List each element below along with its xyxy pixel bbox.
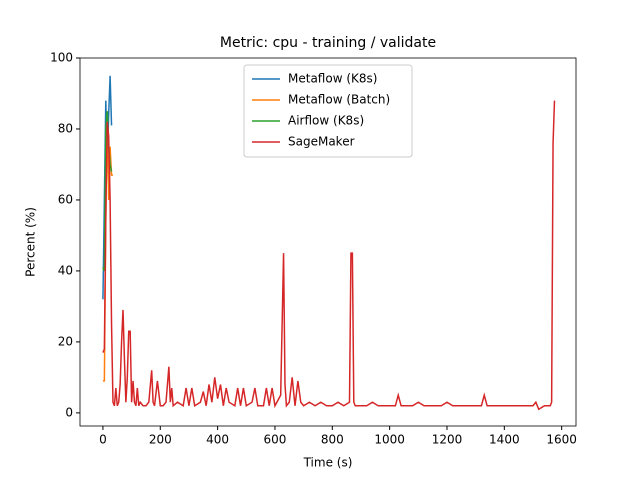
plot-frame <box>79 57 577 427</box>
x-tick-label: 0 <box>99 433 107 447</box>
y-tick-label: 80 <box>58 121 73 135</box>
series-line <box>102 100 556 411</box>
legend-label: Metaflow (K8s) <box>288 72 377 86</box>
legend-label: Metaflow (Batch) <box>288 93 390 107</box>
legend-label: Airflow (K8s) <box>288 114 364 128</box>
x-tick-label: 1600 <box>546 433 577 447</box>
x-tick-label: 600 <box>264 433 287 447</box>
x-axis-label: Time (s) <box>303 456 353 470</box>
y-tick-label: 0 <box>65 405 73 419</box>
y-axis-label: Percent (%) <box>24 207 38 277</box>
x-tick-label: 800 <box>321 433 344 447</box>
y-tick-label: 40 <box>58 263 73 277</box>
legend-box <box>243 64 413 158</box>
y-tick-label: 60 <box>58 192 73 206</box>
x-tick-label: 400 <box>206 433 229 447</box>
y-tick-label: 100 <box>50 51 73 65</box>
x-tick-label: 1400 <box>489 433 520 447</box>
y-tick-label: 20 <box>58 334 73 348</box>
x-tick-label: 1000 <box>374 433 405 447</box>
x-tick-label: 1200 <box>432 433 463 447</box>
series-line <box>102 111 113 272</box>
legend-label: SageMaker <box>288 135 355 149</box>
x-tick-label: 200 <box>149 433 172 447</box>
chart-title: Metric: cpu - training / validate <box>220 35 436 51</box>
